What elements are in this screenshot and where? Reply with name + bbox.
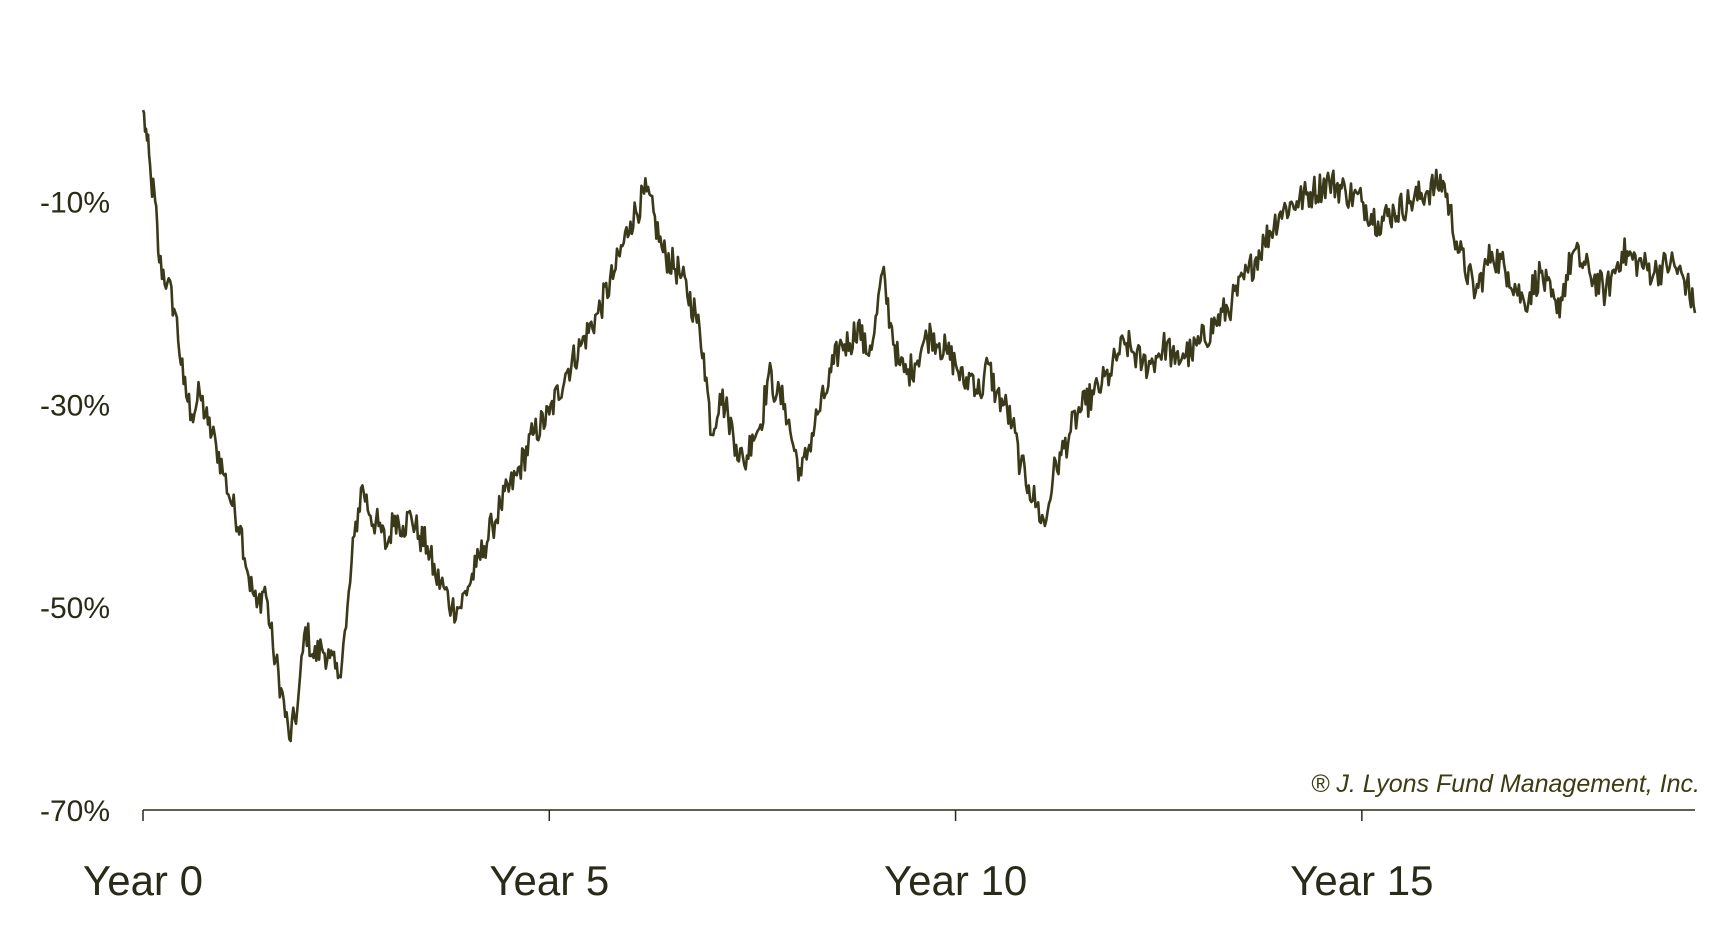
copyright-annotation: ® J. Lyons Fund Management, Inc.	[1311, 770, 1700, 798]
y-tick-label: -50%	[40, 592, 110, 625]
y-tick-label: -30%	[40, 389, 110, 422]
x-tick-label: Year 10	[884, 857, 1027, 904]
y-tick-label: -70%	[40, 795, 110, 828]
series-line	[141, 109, 1697, 743]
x-axis-ticks: Year 0 Year 5 Year 10 Year 15	[83, 810, 1433, 904]
x-tick-label: Year 0	[83, 857, 203, 904]
y-tick-label: -10%	[40, 186, 110, 219]
x-tick-label: Year 15	[1290, 857, 1433, 904]
y-axis-tick-labels: -10% -30% -50% -70%	[40, 186, 110, 828]
x-tick-label: Year 5	[489, 857, 609, 904]
